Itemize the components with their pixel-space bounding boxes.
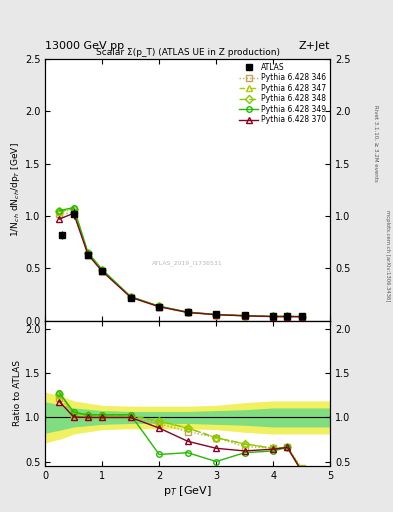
Text: ATLAS_2019_I1736531: ATLAS_2019_I1736531 (152, 260, 223, 266)
X-axis label: p$_T$ [GeV]: p$_T$ [GeV] (163, 483, 212, 498)
Y-axis label: Ratio to ATLAS: Ratio to ATLAS (13, 360, 22, 426)
Text: Z+Jet: Z+Jet (299, 41, 330, 51)
Text: Rivet 3.1.10, ≥ 3.2M events: Rivet 3.1.10, ≥ 3.2M events (373, 105, 378, 182)
Text: 13000 GeV pp: 13000 GeV pp (45, 41, 124, 51)
Legend: ATLAS, Pythia 6.428 346, Pythia 6.428 347, Pythia 6.428 348, Pythia 6.428 349, P: ATLAS, Pythia 6.428 346, Pythia 6.428 34… (237, 61, 328, 126)
Y-axis label: 1/N$_{ch}$ dN$_{ch}$/dp$_T$ [GeV]: 1/N$_{ch}$ dN$_{ch}$/dp$_T$ [GeV] (9, 142, 22, 237)
Title: Scalar Σ(p_T) (ATLAS UE in Z production): Scalar Σ(p_T) (ATLAS UE in Z production) (95, 48, 280, 57)
Text: mcplots.cern.ch [arXiv:1306.3436]: mcplots.cern.ch [arXiv:1306.3436] (385, 210, 389, 302)
